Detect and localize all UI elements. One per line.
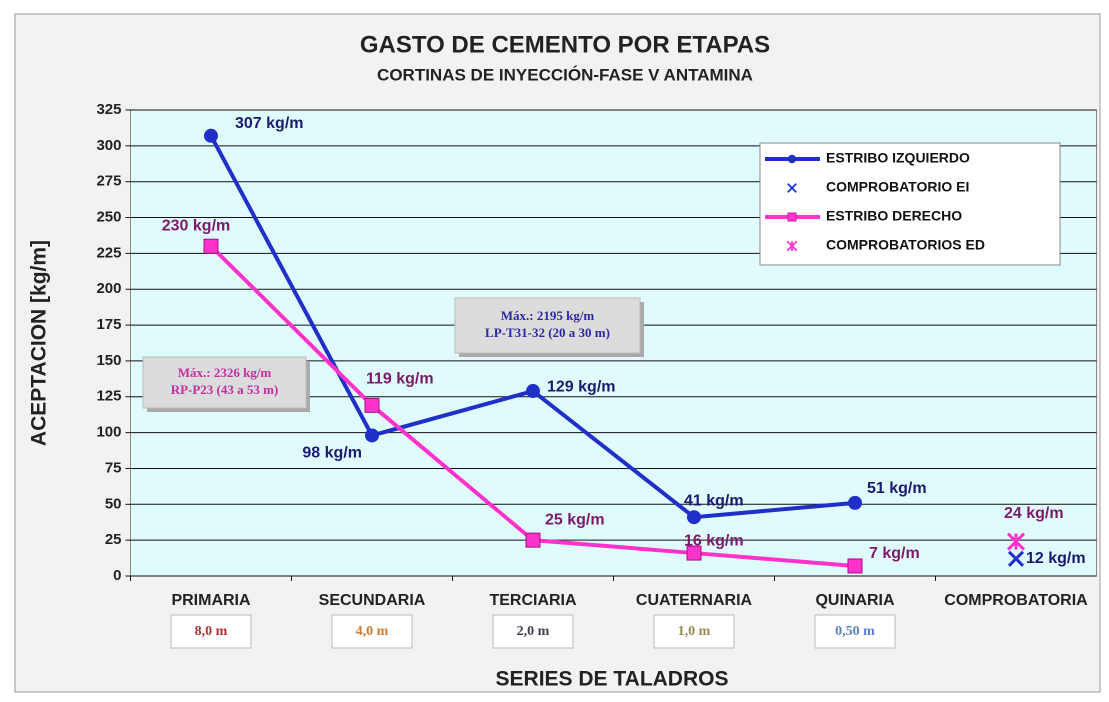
- chart-subtitle: CORTINAS DE INYECCIÓN-FASE V ANTAMINA: [377, 65, 753, 84]
- y-tick-label: 0: [113, 567, 121, 584]
- spacing-label: 8,0 m: [195, 624, 228, 639]
- y-tick-label: 250: [96, 209, 121, 226]
- annotation-text: Máx.: 2326 kg/m: [178, 365, 272, 380]
- data-label: 25 kg/m: [545, 511, 605, 528]
- x-axis-label: SERIES DE TALADROS: [496, 668, 729, 691]
- spacing-box: [331, 614, 413, 649]
- legend-marker: [786, 240, 798, 252]
- data-label: 12 kg/m: [1026, 550, 1086, 567]
- y-tick-label: 300: [96, 137, 121, 154]
- y-tick-label: 325: [96, 101, 121, 118]
- y-tick-label: 200: [96, 280, 121, 297]
- chart-title: GASTO DE CEMENTO POR ETAPAS: [360, 31, 770, 58]
- spacing-box: [170, 614, 252, 649]
- data-point: [1007, 550, 1025, 567]
- legend-label: COMPROBATORIO EI: [826, 179, 969, 195]
- y-tick-label: 175: [96, 316, 121, 333]
- legend-symbol: [786, 240, 798, 252]
- legend-symbol: [787, 183, 797, 193]
- data-point: [365, 428, 379, 443]
- data-label: 51 kg/m: [867, 480, 927, 497]
- y-tick-label: 225: [96, 244, 121, 261]
- annotation-box: [454, 297, 641, 354]
- data-label: 129 kg/m: [547, 378, 615, 395]
- x-tick-label: COMPROBATORIA: [944, 592, 1088, 609]
- y-tick-label: 25: [105, 531, 122, 548]
- x-tick-label: QUINARIA: [815, 592, 895, 609]
- data-point: [847, 558, 863, 574]
- data-point: [1006, 532, 1026, 551]
- y-tick-label: 100: [96, 424, 121, 441]
- y-tick-label: 125: [96, 388, 121, 405]
- legend-label: ESTRIBO DERECHO: [826, 208, 962, 224]
- legend-symbol: [787, 154, 797, 164]
- data-label: 307 kg/m: [235, 115, 303, 132]
- spacing-label: 1,0 m: [678, 624, 711, 639]
- data-label: 16 kg/m: [684, 532, 744, 549]
- legend-marker: [787, 183, 797, 193]
- x-tick-label: PRIMARIA: [171, 592, 251, 609]
- annotation-box: [142, 356, 307, 409]
- legend-symbol: [787, 212, 797, 222]
- y-tick-label: 75: [105, 459, 122, 476]
- x-tick-label: TERCIARIA: [489, 592, 577, 609]
- annotation-text: LP-T31-32 (20 a 30 m): [485, 325, 610, 340]
- data-point: [848, 495, 862, 510]
- data-point: [686, 545, 702, 561]
- annotation-text: Máx.: 2195 kg/m: [501, 308, 595, 323]
- y-tick-label: 150: [96, 352, 121, 369]
- legend-box: [759, 142, 1061, 266]
- x-tick-label: CUATERNARIA: [636, 592, 753, 609]
- data-label: 24 kg/m: [1004, 505, 1064, 522]
- data-point: [687, 510, 701, 525]
- data-label: 41 kg/m: [684, 492, 744, 509]
- spacing-box: [492, 614, 574, 649]
- marker-stroke: [1007, 550, 1025, 567]
- legend-marker: [787, 212, 797, 222]
- legend-marker: [787, 154, 797, 164]
- data-point: [525, 532, 541, 548]
- marker-stroke: [787, 183, 797, 193]
- spacing-label: 0,50 m: [835, 624, 875, 639]
- y-tick-label: 50: [105, 495, 122, 512]
- spacing-box: [814, 614, 896, 649]
- spacing-label: 2,0 m: [517, 624, 550, 639]
- y-axis-label: ACEPTACION [kg/m]: [28, 240, 51, 446]
- x-tick-label: SECUNDARIA: [319, 592, 426, 609]
- data-point: [203, 238, 219, 254]
- data-label: 7 kg/m: [869, 545, 920, 562]
- annotation-text: RP-P23 (43 a 53 m): [171, 382, 279, 397]
- data-point: [526, 384, 540, 399]
- data-label: 98 kg/m: [302, 445, 362, 462]
- data-point: [364, 397, 380, 413]
- legend-label: ESTRIBO IZQUIERDO: [826, 150, 970, 166]
- y-tick-label: 275: [96, 173, 121, 190]
- data-label: 119 kg/m: [366, 371, 434, 388]
- legend-label: COMPROBATORIOS ED: [826, 237, 985, 253]
- data-point: [204, 128, 218, 143]
- spacing-box: [653, 614, 735, 649]
- spacing-label: 4,0 m: [356, 624, 389, 639]
- data-label: 230 kg/m: [162, 217, 230, 234]
